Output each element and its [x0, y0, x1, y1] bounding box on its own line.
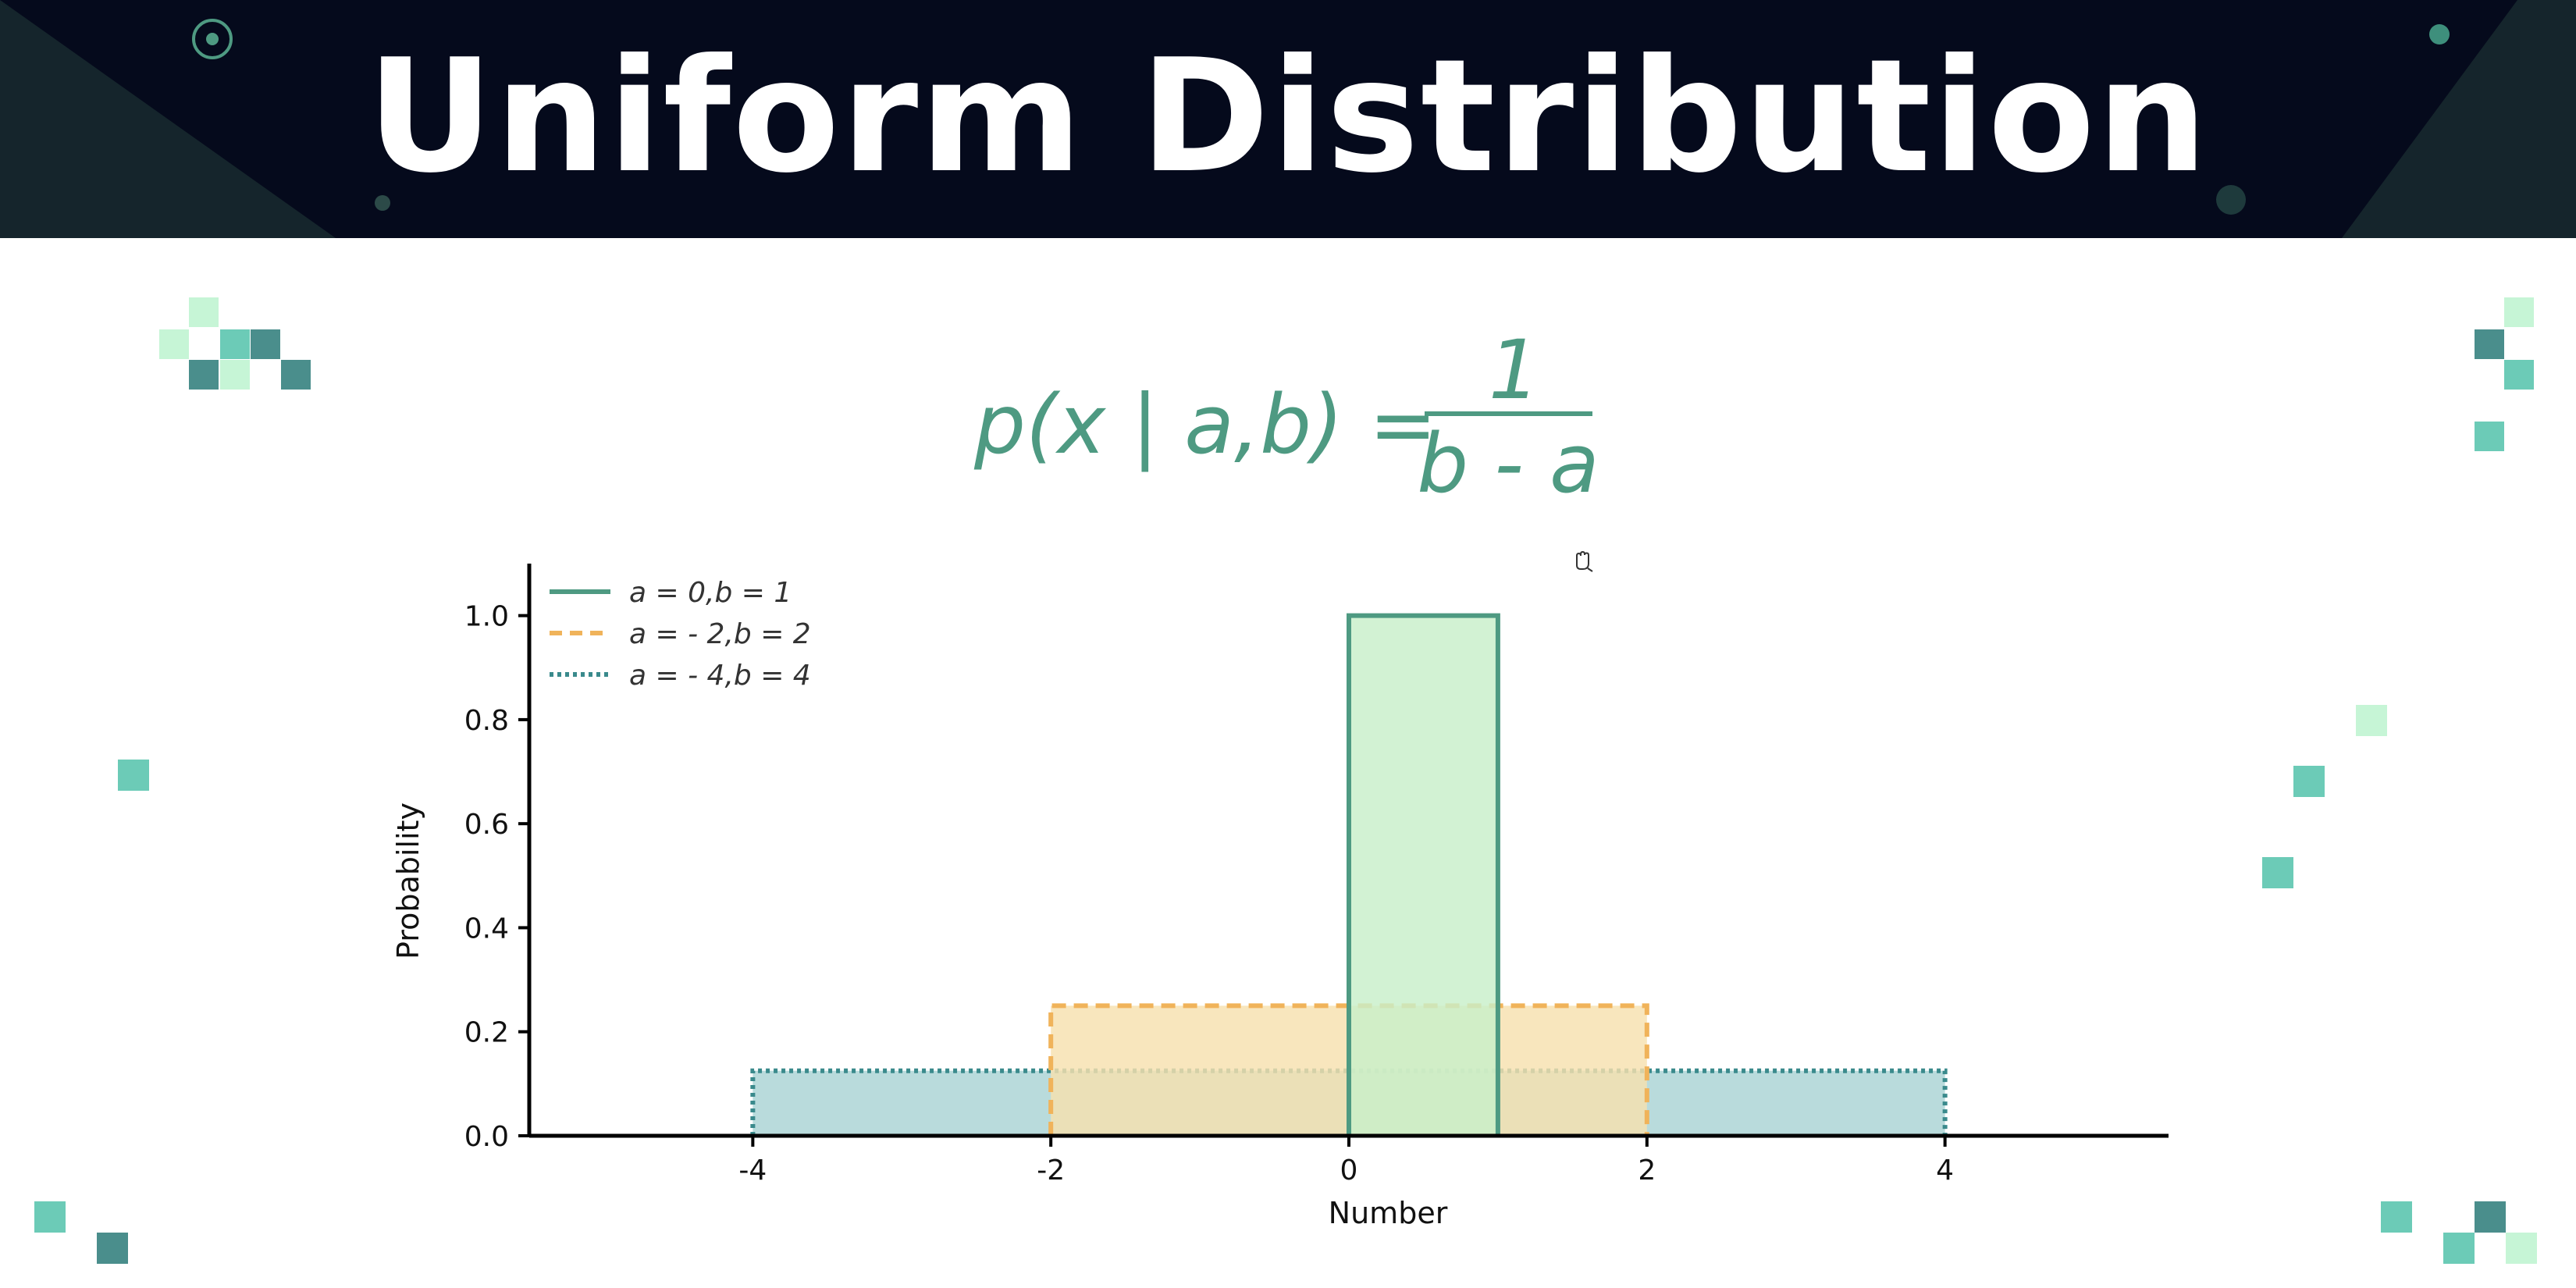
- pixel-square: [2356, 705, 2387, 736]
- chart-marks: [750, 613, 1948, 1136]
- x-tick-label: -4: [738, 1155, 767, 1187]
- header-dot-circle: [2429, 24, 2450, 44]
- x-tick-label: 4: [1936, 1155, 1954, 1187]
- legend-label-3: a = - 4,b = 4: [629, 660, 811, 692]
- series-line-3: [750, 1068, 1948, 1136]
- header-dot-circle: [2216, 185, 2246, 215]
- x-tick-label: 0: [1340, 1155, 1358, 1187]
- hand-cursor-shape: [1576, 550, 1589, 570]
- pixel-square: [2504, 360, 2534, 390]
- pixel-square: [251, 329, 280, 359]
- pixel-square: [2475, 1201, 2506, 1233]
- y-tick-label: 0.8: [464, 705, 509, 737]
- series-line-1: [1347, 613, 1500, 1136]
- pixel-square: [220, 360, 250, 390]
- pixel-square: [2506, 1233, 2537, 1264]
- pixel-square: [281, 360, 311, 390]
- legend-label-2: a = - 2,b = 2: [629, 618, 811, 650]
- header-ring-circle: [192, 19, 233, 59]
- hand-cursor-icon: [1576, 550, 1593, 572]
- formula: p(x | a,b) = 1 b - a: [973, 322, 1599, 511]
- pixel-square: [2443, 1233, 2475, 1264]
- pixel-square: [34, 1201, 66, 1233]
- pixel-square: [2504, 297, 2534, 327]
- formula-lhs: p(x | a,b) =: [973, 377, 1437, 472]
- pixel-square: [159, 329, 189, 359]
- pixel-decoration: [34, 297, 2537, 1264]
- y-axis-label: Probability: [391, 802, 425, 959]
- header-decoration: [0, 0, 2576, 238]
- series-area-1: [1349, 615, 1498, 1136]
- header-dot-circle: [375, 195, 390, 211]
- pixel-square: [2381, 1201, 2412, 1233]
- pixel-square: [189, 360, 219, 390]
- header-banner: Uniform Distribution: [0, 0, 2576, 238]
- y-tick-label: 0.0: [464, 1121, 509, 1153]
- pixel-square: [97, 1233, 128, 1264]
- y-tick-label: 0.2: [464, 1017, 509, 1049]
- pixel-square: [2475, 329, 2504, 359]
- x-tick-label: -2: [1037, 1155, 1065, 1187]
- y-tick-label: 1.0: [464, 601, 509, 633]
- formula-denominator: b - a: [1417, 416, 1599, 511]
- legend-label-1: a = 0,b = 1: [629, 577, 792, 609]
- chart-axes: -4 -2 0 2 4 0.0 0.2 0.4 0.6 0.8 1.0 Number Probabili…: [391, 564, 2169, 1230]
- pixel-square: [2475, 422, 2504, 451]
- header-dot-circle: [206, 33, 219, 45]
- pixel-square: [189, 297, 219, 327]
- header-left-triangle: [0, 0, 336, 238]
- hand-cursor-tail: [1587, 568, 1593, 572]
- pixel-square: [2262, 857, 2293, 888]
- pixel-square: [2293, 766, 2325, 797]
- y-tick-label: 0.4: [464, 913, 509, 945]
- x-axis-label: Number: [1329, 1196, 1448, 1230]
- page-title: Uniform Distribution: [366, 26, 2210, 208]
- x-tick-label: 2: [1638, 1155, 1656, 1187]
- y-tick-label: 0.6: [464, 809, 509, 841]
- formula-numerator: 1: [1489, 322, 1540, 418]
- header-right-triangle: [2342, 0, 2576, 238]
- pixel-square: [220, 329, 250, 359]
- pixel-square: [118, 760, 149, 791]
- chart-legend: a = 0,b = 1 a = - 2,b = 2 a = - 4,b = 4: [550, 577, 811, 692]
